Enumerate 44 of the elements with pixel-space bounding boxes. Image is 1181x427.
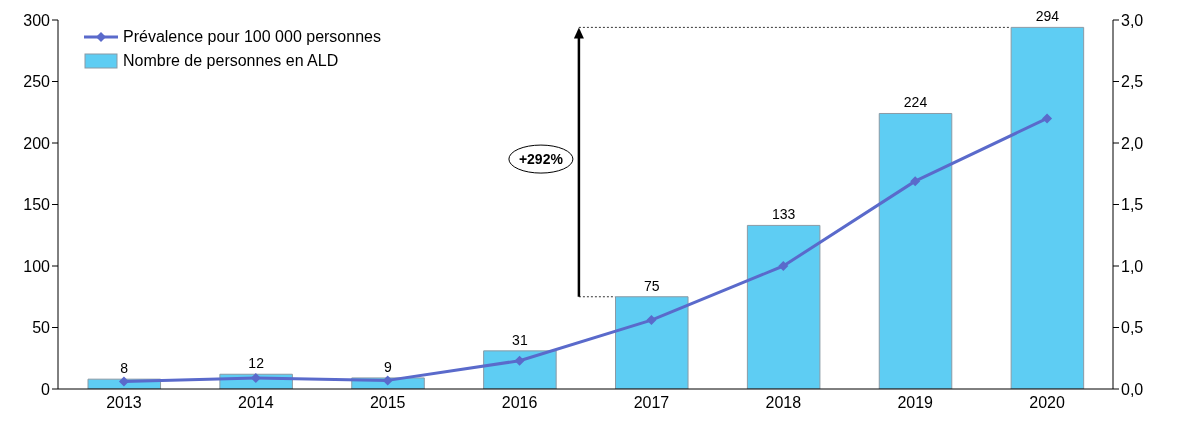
x-tick-label: 2018	[765, 394, 802, 412]
data-label: 133	[771, 206, 796, 223]
x-tick-label: 2013	[106, 394, 142, 412]
x-tick-label: 2015	[369, 394, 406, 412]
bar	[746, 224, 821, 389]
y2-tick-label: 0,0	[1121, 380, 1144, 398]
y2-tick-label: 1,0	[1121, 257, 1144, 275]
bar	[615, 296, 689, 389]
data-label: 8	[120, 360, 129, 377]
y-tick-label: 150	[23, 196, 51, 214]
bar	[878, 112, 953, 389]
y2-tick-label: 2,5	[1121, 73, 1144, 91]
point	[1042, 113, 1053, 124]
bar	[483, 350, 557, 389]
point	[778, 261, 789, 271]
point	[910, 176, 921, 187]
point	[646, 315, 657, 326]
x-tick-label: 2016	[501, 394, 538, 412]
legend-label: Nombre de personnes en ALD	[123, 52, 339, 70]
bar	[1010, 26, 1085, 389]
y2-tick-label: 2,0	[1121, 134, 1144, 152]
y-tick-label: 300	[23, 11, 51, 29]
point	[118, 376, 129, 387]
y-tick-label: 100	[23, 257, 51, 275]
data-label: 224	[903, 94, 928, 111]
data-label: 31	[512, 331, 528, 348]
y-tick-label: 0	[41, 380, 51, 398]
legend-label: Prévalence pour 100 000 personnes	[123, 28, 381, 46]
point	[514, 355, 525, 366]
y-tick-label: 250	[23, 73, 51, 91]
y2-tick-label: 0,5	[1121, 319, 1144, 337]
annotation: +292%	[518, 151, 564, 168]
data-label: 9	[384, 358, 393, 375]
x-tick-label: 2017	[633, 394, 670, 412]
y2-tick-label: 3,0	[1121, 11, 1144, 29]
x-tick-label: 2014	[238, 394, 274, 412]
y-tick-label: 200	[23, 134, 51, 152]
data-label: 294	[1035, 8, 1060, 25]
x-tick-label: 2019	[897, 394, 934, 412]
x-tick-label: 2020	[1029, 394, 1065, 412]
y2-tick-label: 1,5	[1121, 196, 1144, 214]
data-label: 12	[248, 355, 265, 372]
data-label: 75	[643, 277, 660, 294]
y-tick-label: 50	[32, 319, 51, 337]
